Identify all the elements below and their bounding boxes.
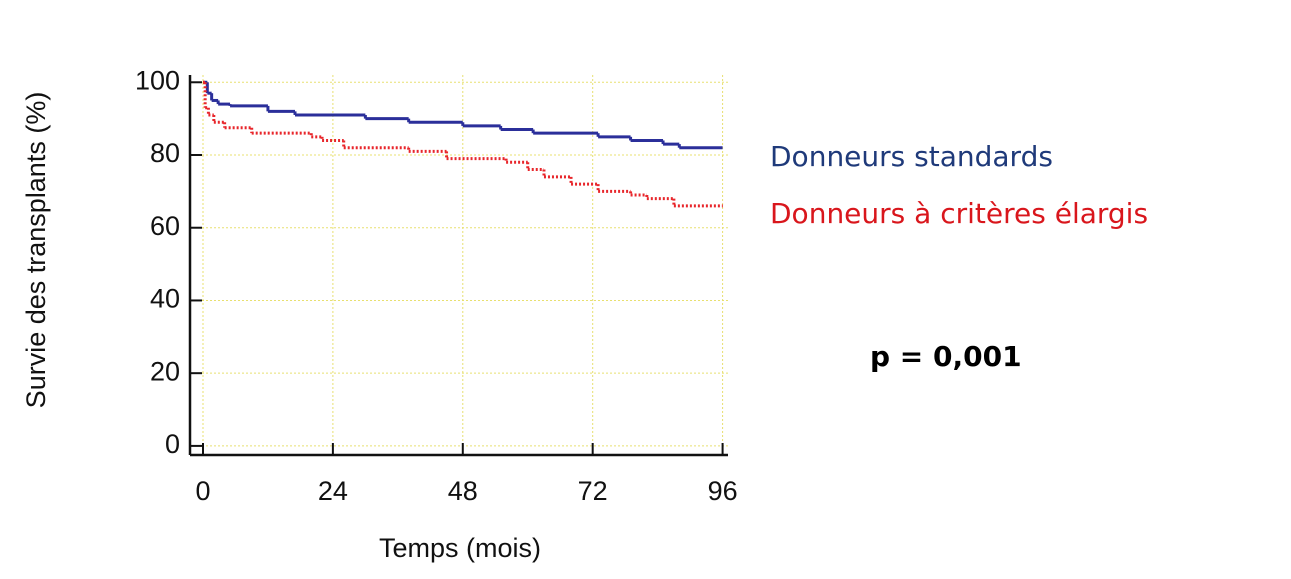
legend-label: Donneurs à critères élargis — [770, 197, 1148, 230]
p-value: p = 0,001 — [870, 340, 1022, 373]
x-tick-label: 72 — [578, 476, 608, 506]
x-tick-label: 0 — [195, 476, 210, 506]
x-tick-label: 48 — [448, 476, 478, 506]
x-tick-label: 24 — [318, 476, 348, 506]
y-tick-label: 80 — [150, 138, 180, 168]
y-tick-label: 20 — [150, 356, 180, 386]
y-tick-label: 40 — [150, 284, 180, 314]
y-tick-label: 0 — [165, 429, 180, 459]
legend-label: Donneurs standards — [770, 140, 1053, 173]
y-tick-label: 60 — [150, 211, 180, 241]
x-axis-label: Temps (mois) — [379, 533, 541, 563]
x-tick-label: 96 — [708, 476, 738, 506]
y-tick-label: 100 — [135, 65, 180, 95]
y-axis-label: Survie des transplants (%) — [21, 92, 51, 409]
